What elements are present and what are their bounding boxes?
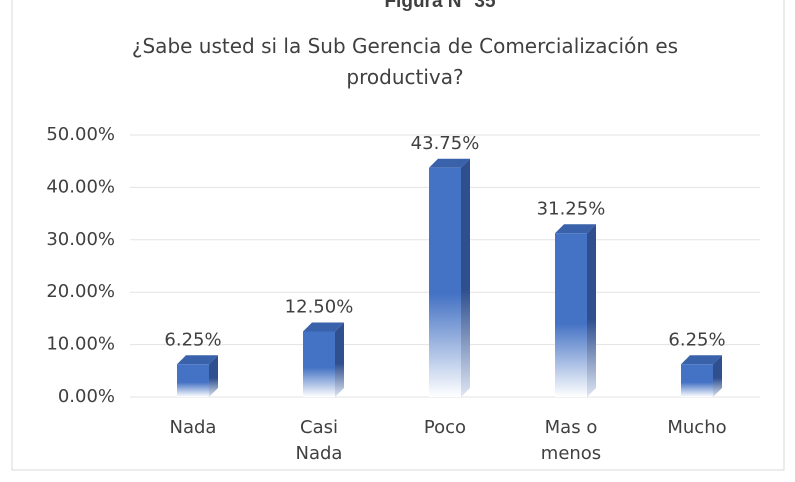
bar	[429, 167, 461, 397]
x-tick-label: Mas o menos	[540, 417, 602, 464]
data-label: 6.25%	[668, 329, 725, 350]
data-label: 12.50%	[285, 297, 354, 318]
figure-heading: Figura N° 35	[384, 0, 496, 12]
bar-side	[209, 355, 218, 397]
data-label: 6.25%	[164, 329, 221, 350]
y-tick-label: 50.00%	[46, 124, 115, 145]
x-tick-label: Nada	[169, 417, 217, 438]
y-tick-label: 30.00%	[46, 229, 115, 250]
bar	[303, 331, 335, 397]
bar-top	[177, 355, 218, 365]
y-tick-label: 20.00%	[46, 281, 115, 302]
y-tick-label: 40.00%	[46, 176, 115, 197]
bar-side	[335, 322, 344, 397]
bar	[555, 233, 587, 397]
bar-side	[461, 158, 470, 397]
x-tick-label: Poco	[423, 417, 467, 438]
y-tick-label: 0.00%	[58, 386, 115, 407]
chart-frame	[11, 0, 785, 471]
bar	[177, 364, 209, 397]
bar-side	[587, 224, 596, 397]
bar-top	[303, 322, 344, 332]
x-tick-label: Casi Nada	[295, 417, 343, 464]
data-label: 31.25%	[537, 198, 606, 219]
x-tick-label: Mucho	[667, 417, 727, 438]
y-tick-label: 10.00%	[46, 334, 115, 355]
bar-top	[429, 158, 470, 168]
chart-title: ¿Sabe usted si la Sub Gerencia de Comerc…	[132, 34, 678, 89]
bar-top	[681, 355, 722, 365]
data-label: 43.75%	[411, 133, 480, 154]
bar-side	[713, 355, 722, 397]
bar	[681, 364, 713, 397]
bar-top	[555, 224, 596, 234]
